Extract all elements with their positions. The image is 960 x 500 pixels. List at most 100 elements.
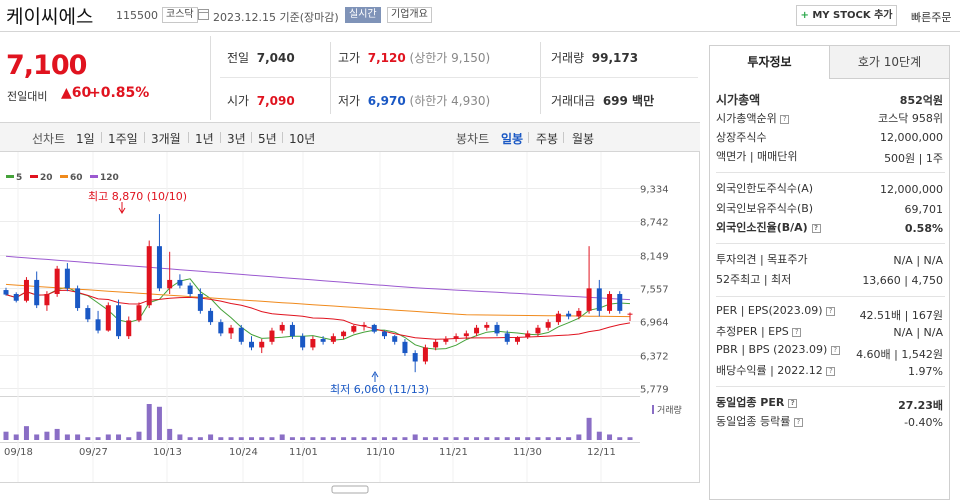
divider [188, 132, 189, 143]
help-icon[interactable]: ? [830, 346, 840, 355]
tab-investment-info[interactable]: 투자정보 [710, 46, 830, 79]
low-annotation: 최저 6,060 (11/13) [330, 383, 429, 396]
volume-bar [607, 434, 613, 440]
scroll-handle[interactable] [331, 485, 369, 494]
volume-bar [371, 437, 377, 440]
candle-body [228, 327, 234, 334]
quick-order-link[interactable]: 빠른주문 [911, 11, 952, 24]
volume-bar [453, 437, 459, 440]
candle-body [351, 326, 357, 332]
foreign-hold-value: 69,701 [904, 203, 944, 216]
divider [220, 77, 698, 78]
per-value: 42.51배 | 167원 [859, 309, 943, 322]
help-icon[interactable]: ? [788, 399, 798, 408]
divider [716, 243, 945, 244]
candle-body [535, 327, 541, 334]
candle-body [627, 313, 633, 315]
volume-bar [627, 437, 633, 440]
candle-body [34, 279, 40, 306]
quote-open-label: 시가 [227, 94, 250, 108]
sector-rate-value: -0.40% [904, 416, 943, 429]
quote-amount-value: 699 백만 [602, 94, 655, 108]
volume-bar [300, 437, 306, 440]
x-tick-label: 10/24 [229, 447, 258, 458]
volume-bar [187, 437, 193, 440]
period-5y[interactable]: 5년 [258, 132, 277, 146]
volume-bar [310, 437, 316, 440]
sector-per-label: 동일업종 PER ? [716, 394, 798, 410]
foreign-limit-value: 12,000,000 [880, 183, 943, 196]
candle-body [95, 319, 101, 331]
help-icon[interactable]: ? [793, 418, 803, 427]
divider [716, 296, 945, 297]
legend-label: 60 [70, 173, 83, 183]
eper-label: 추정PER | EPS ? [716, 323, 802, 339]
tab-orderbook-10[interactable]: 호가 10단계 [830, 46, 949, 79]
candle-body [146, 246, 152, 306]
volume-bar [586, 417, 592, 440]
stock-name: 케이씨에스 [6, 6, 94, 28]
upper-limit: (상한가 9,150) [409, 51, 491, 65]
quote-amount-label: 거래대금 [551, 94, 596, 108]
volume-legend-marker [652, 405, 654, 414]
x-tick-label: 11/01 [289, 447, 318, 458]
candle-weekly[interactable]: 주봉 [536, 132, 559, 146]
legend-swatch [30, 175, 38, 178]
candle-body [177, 279, 183, 286]
volume-bar [402, 437, 408, 440]
candle-body [361, 324, 367, 327]
candle-body [484, 324, 490, 328]
volume-bar [23, 426, 29, 440]
realtime-button[interactable]: 실시간 [345, 7, 381, 23]
div-label-text: 배당수익률 | 2022.12 [716, 364, 823, 377]
company-info-button[interactable]: 기업개요 [387, 7, 432, 23]
ma-line-60 [5, 283, 631, 318]
pbr-value: 4.60배 | 1,542원 [856, 348, 943, 361]
volume-bar [494, 437, 500, 440]
period-3m[interactable]: 3개월 [151, 132, 181, 146]
add-mystock-button[interactable]: + MY STOCK 추가 [796, 5, 897, 26]
period-10y[interactable]: 10년 [289, 132, 316, 146]
period-1d[interactable]: 1일 [76, 132, 95, 146]
legend-swatch [90, 175, 98, 178]
candle-body [617, 293, 623, 311]
volume-bar [576, 434, 582, 440]
market-cap-label: 시가총액 [716, 93, 761, 107]
volume-bar [514, 437, 520, 440]
candle-monthly[interactable]: 월봉 [572, 132, 595, 146]
shares-value: 12,000,000 [880, 131, 943, 144]
help-icon[interactable]: ? [826, 367, 836, 376]
candle-body [105, 305, 111, 331]
low-arrow-head [371, 371, 379, 378]
help-icon[interactable]: ? [811, 224, 821, 233]
legend-label: 120 [100, 173, 119, 183]
volume-bar [279, 434, 285, 440]
help-icon[interactable]: ? [780, 115, 790, 124]
volume-bar [433, 437, 439, 440]
help-icon[interactable]: ? [826, 307, 836, 316]
volume-bar [422, 437, 428, 440]
candle-body [54, 268, 60, 294]
help-icon[interactable]: ? [792, 328, 802, 337]
foreign-limit-label: 외국인한도주식수(A) [716, 182, 814, 195]
high-annotation: 최고 8,870 (10/10) [88, 190, 187, 203]
divider [330, 42, 331, 114]
candle-body [433, 341, 439, 348]
period-3y[interactable]: 3년 [227, 132, 246, 146]
period-1w[interactable]: 1주일 [108, 132, 138, 146]
quote-high-value: 7,120 [367, 51, 406, 65]
volume-bar [34, 434, 40, 440]
candle-body [422, 347, 428, 362]
quote-high-label: 고가 [338, 51, 361, 65]
period-1y[interactable]: 1년 [195, 132, 214, 146]
candle-daily[interactable]: 일봉 [501, 132, 524, 146]
per-label: PER | EPS(2023.09) ? [716, 304, 836, 317]
volume-bar [177, 434, 183, 440]
volume-bar [197, 437, 203, 440]
quote-low: 저가 6,970 (하한가 4,930) [338, 92, 490, 109]
change-label: 전일대비 [7, 90, 48, 103]
base-date: 2023.12.15 기준(장마감) [213, 11, 339, 24]
divider [716, 386, 945, 387]
volume-bar [228, 437, 234, 440]
volume-bar [361, 437, 367, 440]
